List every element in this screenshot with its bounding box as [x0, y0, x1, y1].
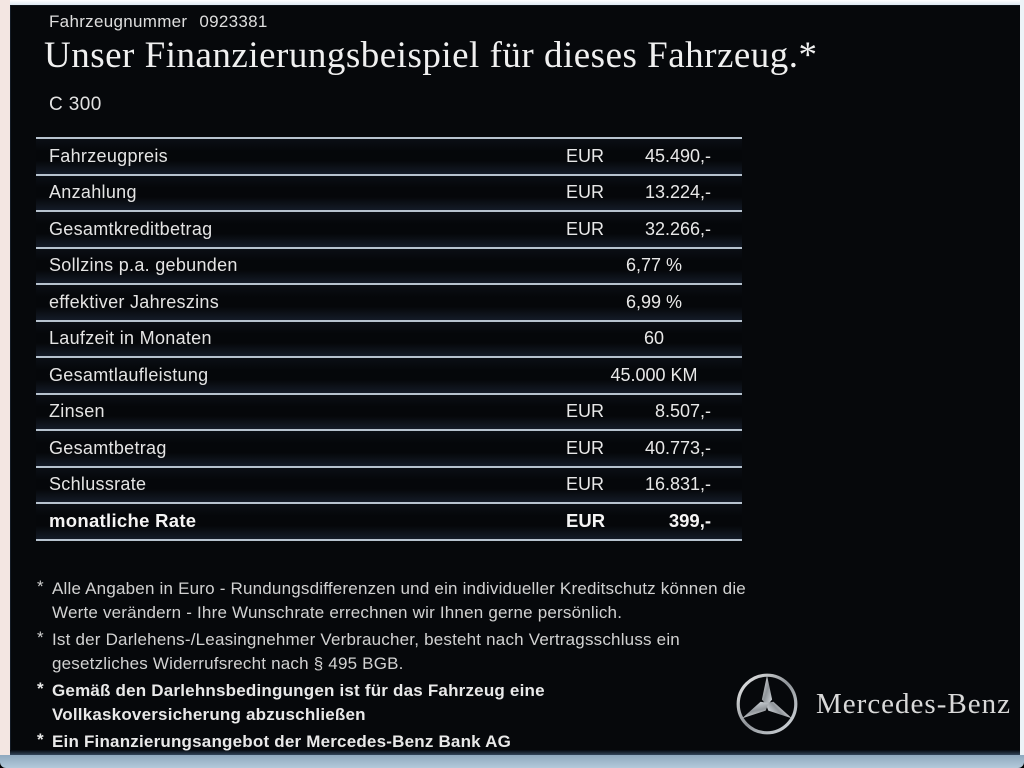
brand-block: Mercedes-Benz [735, 672, 1011, 736]
value-amount: 6,99 % [625, 291, 683, 312]
table-row: Anzahlung EUR 13.224,- [36, 173, 742, 211]
table-row: Sollzins p.a. gebunden 6,77 % [36, 246, 742, 284]
table-row: Fahrzeugpreis EUR 45.490,- [36, 137, 742, 174]
currency-label: EUR [566, 437, 605, 458]
currency-label: EUR [566, 401, 605, 422]
value-amount: 45.490,- [644, 145, 711, 166]
row-label: effektiver Jahreszins [49, 291, 220, 312]
row-label: Sollzins p.a. gebunden [49, 255, 238, 276]
financing-panel: Fahrzeugnummer 0923381 Unser Finanzierun… [10, 5, 1020, 751]
footnotes: * Alle Angaben in Euro - Rundungsdifferen… [37, 577, 749, 758]
value-amount: 32.266,- [644, 218, 711, 239]
table-row: Gesamtkreditbetrag EUR 32.266,- [36, 210, 742, 247]
currency-label: EUR [566, 145, 605, 166]
row-value: 45.000 KM [566, 358, 742, 393]
row-label: monatliche Rate [49, 510, 197, 532]
brand-name: Mercedes-Benz [816, 687, 1011, 720]
page-title: Unser Finanzierungsbeispiel für dieses F… [44, 35, 818, 76]
footnote-marker: * [37, 679, 44, 698]
footnote: * Ist der Darlehens-/Leasingnehmer Verbra… [37, 628, 749, 675]
row-value: EUR 32.266,- [566, 212, 711, 247]
currency-label: EUR [566, 510, 606, 532]
row-label: Anzahlung [49, 182, 137, 203]
vehicle-number: Fahrzeugnummer 0923381 [49, 12, 268, 32]
value-amount: 8.507,- [654, 401, 711, 422]
row-value: EUR 8.507,- [566, 395, 711, 430]
mercedes-star-icon [735, 672, 799, 736]
value-amount: 6,77 % [625, 255, 683, 276]
financing-table: Fahrzeugpreis EUR 45.490,- Anzahlung EUR 13.2… [36, 137, 742, 541]
value-amount: 399,- [668, 510, 711, 532]
footnote-text: Alle Angaben in Euro - Rundungsdifferenz… [52, 579, 746, 622]
currency-label: EUR [566, 218, 605, 239]
footnote: * Ein Finanzierungsangebot der Mercedes-B… [37, 730, 749, 754]
vehicle-number-label: Fahrzeugnummer [49, 12, 188, 31]
row-value: EUR 40.773,- [566, 431, 711, 466]
table-row: Schlussrate EUR 16.831,- [36, 465, 742, 503]
frame-left-strip [0, 0, 10, 755]
table-row: effektiver Jahreszins 6,99 % [36, 283, 742, 320]
footnote: * Gemäß den Darlehnsbedingungen ist für d… [37, 679, 749, 726]
row-label: Fahrzeugpreis [49, 145, 168, 166]
row-value: EUR 399,- [566, 504, 711, 539]
footnote-text: Gemäß den Darlehnsbedingungen ist für da… [52, 681, 545, 724]
value-amount: 45.000 KM [610, 364, 698, 385]
footnote-marker: * [37, 577, 44, 596]
footnote-text: Ein Finanzierungsangebot der Mercedes-Be… [52, 732, 512, 751]
table-row: Laufzeit in Monaten 60 [36, 319, 742, 357]
value-amount: 13.224,- [644, 182, 711, 203]
table-row: Gesamtbetrag EUR 40.773,- [36, 429, 742, 466]
row-value: 6,99 % [566, 285, 742, 320]
footnote: * Alle Angaben in Euro - Rundungsdifferen… [37, 577, 749, 624]
table-row: Gesamtlaufleistung 45.000 KM [36, 356, 742, 393]
row-label: Laufzeit in Monaten [49, 328, 212, 349]
value-amount: 16.831,- [644, 474, 711, 495]
value-amount: 60 [643, 328, 665, 349]
currency-label: EUR [566, 182, 605, 203]
table-row: Zinsen EUR 8.507,- [36, 392, 742, 430]
row-label: Schlussrate [49, 474, 147, 495]
row-value: EUR 13.224,- [566, 176, 711, 211]
frame-right-strip [1020, 0, 1024, 755]
row-value: 6,77 % [566, 249, 742, 284]
row-label: Zinsen [49, 401, 105, 422]
frame-bottom-strip [0, 755, 1024, 768]
value-amount: 40.773,- [644, 437, 711, 458]
vehicle-number-value: 0923381 [199, 12, 268, 31]
row-value: EUR 45.490,- [566, 139, 711, 174]
row-label: Gesamtkreditbetrag [49, 218, 213, 239]
row-value: 60 [566, 322, 742, 357]
currency-label: EUR [566, 474, 605, 495]
footnote-marker: * [37, 628, 44, 647]
footnote-marker: * [37, 730, 44, 749]
table-row: monatliche Rate EUR 399,- [36, 502, 742, 539]
row-value: EUR 16.831,- [566, 468, 711, 503]
row-label: Gesamtlaufleistung [49, 364, 209, 385]
row-label: Gesamtbetrag [49, 437, 167, 458]
frame-top-strip [0, 0, 1024, 5]
frame-bottom-transition [10, 750, 1020, 755]
footnote-text: Ist der Darlehens-/Leasingnehmer Verbrau… [52, 630, 680, 673]
model-name: C 300 [49, 94, 102, 115]
